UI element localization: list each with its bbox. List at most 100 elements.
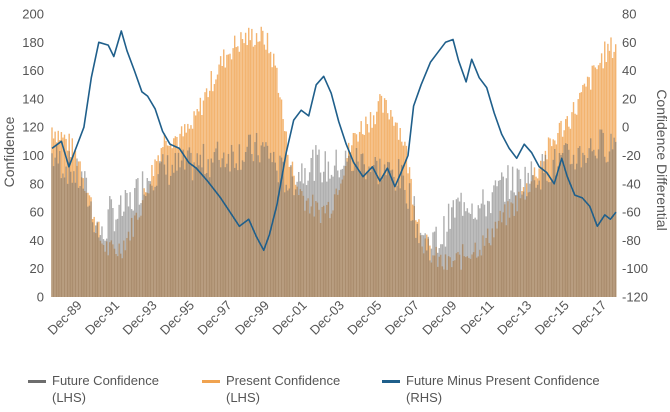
future-bar-17 xyxy=(77,187,80,297)
future-bar-328 xyxy=(563,145,565,297)
left-tick-label: 180 xyxy=(22,35,44,50)
future-bar-62 xyxy=(148,180,150,297)
future-bar-339 xyxy=(580,167,583,297)
future-bar-34 xyxy=(104,240,106,297)
future-bar-118 xyxy=(235,163,237,297)
future-bar-126 xyxy=(248,134,250,297)
future-bar-155 xyxy=(293,195,295,297)
x-tick-label: Dec-03 xyxy=(307,298,347,338)
future-bar-242 xyxy=(429,260,431,297)
future-bar-317 xyxy=(546,180,548,297)
future-bar-74 xyxy=(166,155,169,297)
future-bar-281 xyxy=(490,213,492,297)
future-bar-159 xyxy=(299,181,301,297)
future-bar-361 xyxy=(614,141,617,297)
future-bar-225 xyxy=(402,175,405,297)
future-bar-89 xyxy=(190,152,192,297)
future-bar-108 xyxy=(219,167,222,297)
future-bar-321 xyxy=(552,159,554,297)
future-bar-306 xyxy=(529,183,531,297)
legend-sub-present: (LHS) xyxy=(226,390,260,405)
present-bar-117 xyxy=(233,35,236,297)
left-tick-label: 40 xyxy=(30,233,44,248)
future-bar-197 xyxy=(358,171,361,297)
legend-sub-diff: (RHS) xyxy=(406,390,443,405)
future-bar-105 xyxy=(215,148,217,297)
future-bar-323 xyxy=(555,175,558,297)
future-confidence-bars xyxy=(51,129,617,297)
future-bar-267 xyxy=(468,212,470,297)
future-bar-345 xyxy=(590,138,592,297)
x-tick-label: Dec-11 xyxy=(457,298,497,338)
future-bar-319 xyxy=(549,182,551,297)
future-bar-143 xyxy=(274,162,276,297)
future-bar-8 xyxy=(63,177,66,297)
future-bar-324 xyxy=(557,166,559,297)
right-axis-ticks: -120 -100 -80 -60 -40 -20 0 20 40 60 80 xyxy=(622,7,648,305)
future-bar-72 xyxy=(163,164,166,297)
future-bar-181 xyxy=(333,165,336,297)
right-tick-label: -80 xyxy=(622,233,641,248)
future-bar-318 xyxy=(547,182,550,297)
future-bar-220 xyxy=(394,190,397,297)
future-bar-94 xyxy=(198,165,200,297)
future-bar-2 xyxy=(54,157,56,297)
future-bar-144 xyxy=(276,170,278,297)
future-bar-224 xyxy=(401,164,403,297)
future-bar-250 xyxy=(441,244,444,297)
right-tick-label: -100 xyxy=(622,261,648,276)
x-axis-ticks: Dec-89Dec-91Dec-93Dec-95Dec-97Dec-99Dec-… xyxy=(44,298,609,338)
future-bar-114 xyxy=(229,171,231,297)
left-tick-label: 20 xyxy=(30,261,44,276)
future-bar-63 xyxy=(149,181,152,297)
x-tick-label: Dec-95 xyxy=(157,298,197,338)
future-bar-236 xyxy=(419,232,422,297)
future-bar-187 xyxy=(343,165,345,297)
future-bar-210 xyxy=(379,158,381,297)
future-bar-100 xyxy=(207,159,209,297)
future-bar-322 xyxy=(554,148,556,297)
future-bar-297 xyxy=(515,194,517,297)
future-bar-329 xyxy=(565,143,567,297)
future-bar-285 xyxy=(496,186,498,297)
right-axis-title: Confidence Differential xyxy=(654,89,670,230)
future-bar-206 xyxy=(372,165,375,297)
future-bar-241 xyxy=(427,236,430,297)
future-bar-142 xyxy=(273,151,275,297)
future-bar-239 xyxy=(424,233,426,297)
future-bar-211 xyxy=(380,180,383,297)
future-bar-266 xyxy=(466,208,469,297)
future-bar-95 xyxy=(199,154,202,297)
future-bar-71 xyxy=(162,154,164,297)
future-bar-193 xyxy=(352,170,355,297)
future-bar-286 xyxy=(497,180,500,297)
left-axis-title: Confidence xyxy=(1,116,17,187)
legend-swatch-diff xyxy=(382,380,400,383)
legend-label-diff: Future Minus Present Confidence xyxy=(406,373,600,388)
future-bar-254 xyxy=(447,203,450,297)
future-bar-179 xyxy=(330,174,333,297)
future-bar-228 xyxy=(407,208,409,297)
future-bar-97 xyxy=(202,143,205,297)
future-bar-124 xyxy=(244,152,247,297)
future-bar-117 xyxy=(233,167,236,297)
future-minus-present-line xyxy=(51,30,617,252)
future-bar-82 xyxy=(179,167,181,297)
future-bar-275 xyxy=(480,203,483,297)
future-bar-16 xyxy=(76,158,78,297)
future-bar-218 xyxy=(391,169,394,297)
future-bar-302 xyxy=(522,191,525,297)
future-bar-22 xyxy=(85,177,88,297)
future-bar-102 xyxy=(210,158,212,297)
future-bar-83 xyxy=(180,160,183,297)
future-bar-151 xyxy=(287,190,289,297)
future-bar-109 xyxy=(221,158,223,297)
future-bar-305 xyxy=(527,172,529,297)
future-bar-180 xyxy=(332,176,334,297)
future-bar-23 xyxy=(87,206,89,297)
x-tick-label: Dec-17 xyxy=(569,298,609,338)
legend-swatch-future xyxy=(28,380,46,383)
future-bar-90 xyxy=(191,180,194,297)
future-bar-153 xyxy=(290,165,292,297)
future-bar-55 xyxy=(137,178,139,297)
